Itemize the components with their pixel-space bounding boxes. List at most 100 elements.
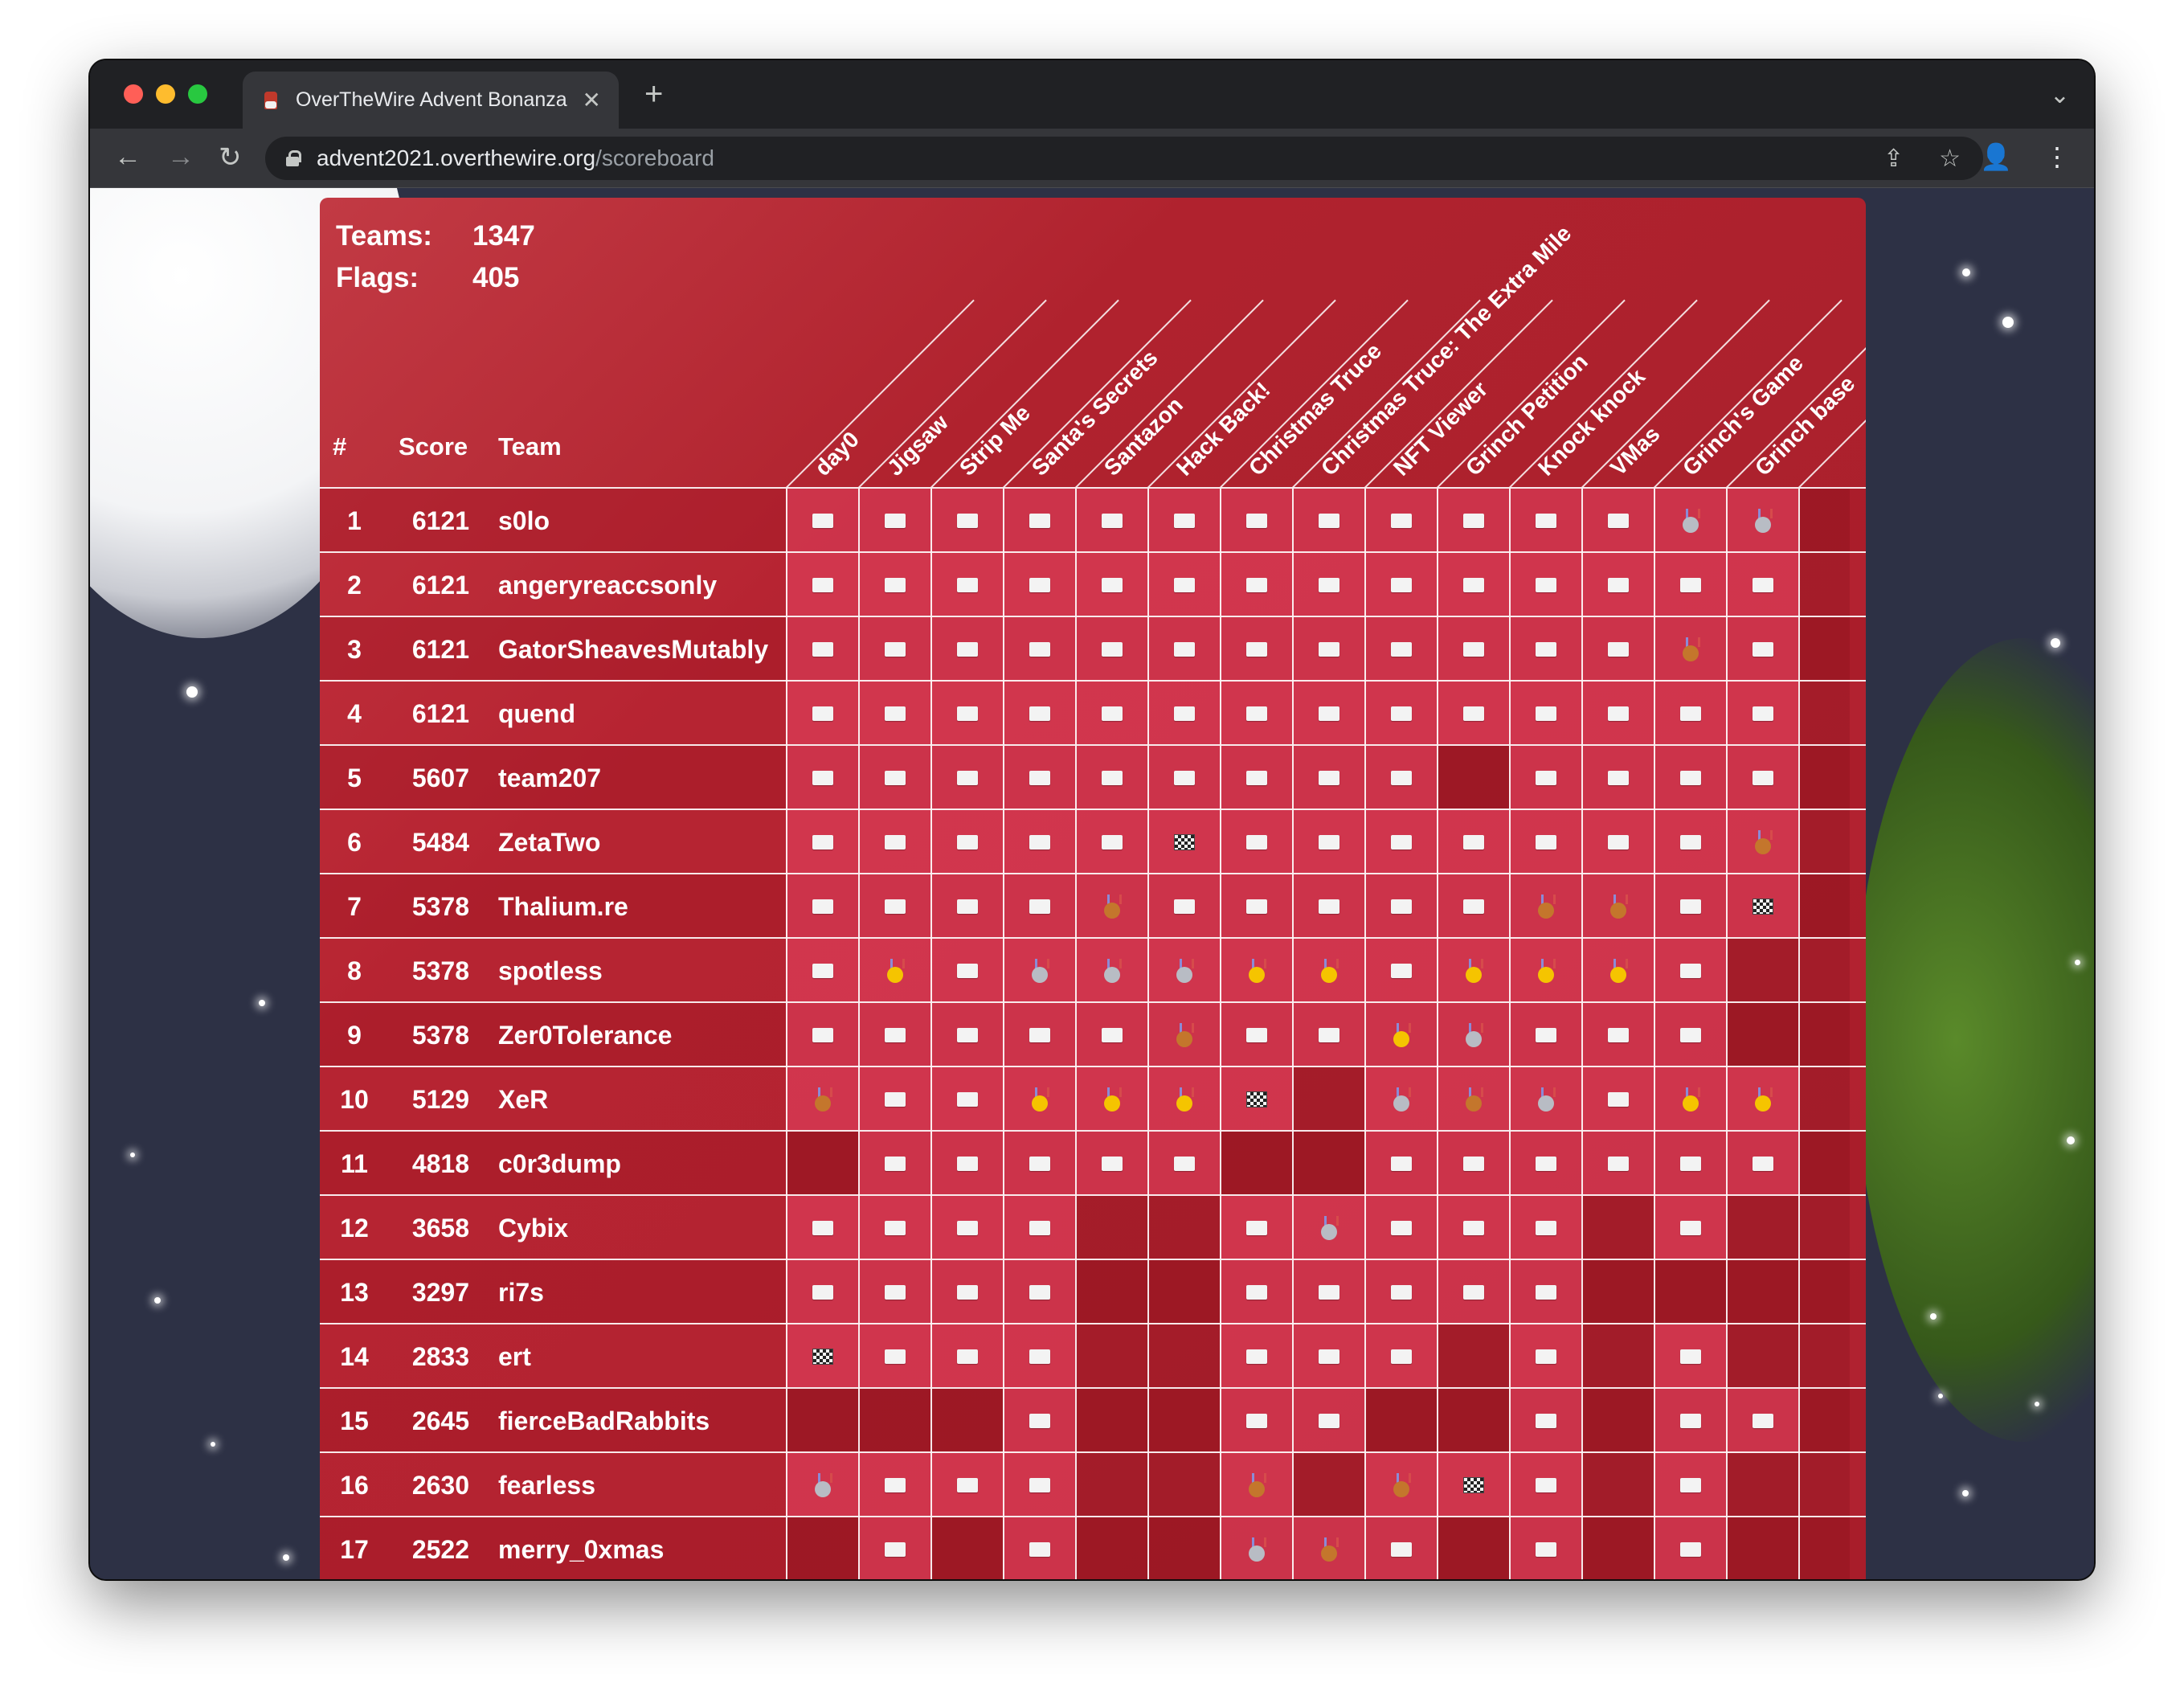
silver-medal-icon [1466,1023,1482,1047]
gold-medal-icon [1249,959,1265,983]
white-flag-icon [1174,899,1195,914]
white-flag-icon [957,1285,978,1300]
challenge-cell [1220,1196,1292,1260]
challenge-cell [858,810,930,874]
silver-medal-icon [1176,959,1192,983]
challenge-cell [786,1260,858,1324]
challenge-cell [1147,1324,1220,1389]
team-name-link[interactable]: fearless [498,1471,595,1500]
new-tab-button[interactable]: + [644,76,664,112]
white-flag-icon [1680,1157,1701,1171]
challenge-cell [858,1260,930,1324]
challenge-cell [1292,810,1364,874]
challenge-cell [858,1389,930,1453]
team-name-link[interactable]: fierceBadRabbits [498,1406,710,1435]
challenge-cell [1726,874,1798,939]
white-flag-icon [1102,642,1123,657]
white-flag-icon [1319,706,1339,721]
challenge-cell [1509,1003,1581,1067]
challenge-cell [1075,746,1147,810]
challenge-cell [1726,746,1798,810]
minimize-window-button[interactable] [156,84,175,104]
white-flag-icon [1391,1542,1412,1557]
white-flag-icon [1319,1349,1339,1364]
tab-search-chevron-icon[interactable]: ⌄ [2049,82,2070,108]
challenge-header-label[interactable]: day0 [810,426,865,481]
challenge-header-label[interactable]: Strip Me [955,399,1036,481]
challenge-cell [1003,874,1075,939]
team-name-link[interactable]: merry_0xmas [498,1535,665,1564]
maximize-window-button[interactable] [188,84,207,104]
challenge-cell [786,682,858,746]
team-name-link[interactable]: GatorSheavesMutably [498,635,769,664]
challenge-cell [930,1003,1003,1067]
browser-menu-icon[interactable]: ⋮ [2044,142,2070,171]
challenge-cell [786,874,858,939]
challenge-cell [1147,874,1220,939]
silver-medal-icon [1755,509,1771,533]
challenge-header-label[interactable]: VMas [1605,421,1665,481]
white-flag-icon [1536,1221,1556,1235]
close-window-button[interactable] [124,84,143,104]
challenge-cell [1364,1196,1437,1260]
challenge-cell [1581,1196,1654,1260]
challenge-cell [1075,1389,1147,1453]
team-rank: 17 [340,1535,369,1564]
reload-icon[interactable]: ↻ [219,142,242,173]
bookmark-star-icon[interactable]: ☆ [1939,145,1961,172]
challenge-cell [1581,1132,1654,1196]
team-name-link[interactable]: spotless [498,956,603,985]
challenge-header-label[interactable]: Jigsaw [882,409,953,481]
tab-title: OverTheWire Advent Bonanza ( [296,88,571,111]
challenge-header-label[interactable]: Santa's Secrets [1027,345,1163,481]
profile-icon[interactable]: 👤 [1980,142,2012,171]
white-flag-icon [1536,1414,1556,1428]
challenge-cell [1364,553,1437,617]
challenge-header-label[interactable]: Grinch Petition [1461,349,1593,481]
white-flag-icon [1680,1542,1701,1557]
team-name-link[interactable]: Cybix [498,1214,569,1243]
tab-close-icon[interactable]: ✕ [582,88,601,113]
team-name-link[interactable]: Zer0Tolerance [498,1021,673,1050]
table-row: 12 3658 Cybix [320,1194,1866,1260]
challenge-cell [1581,1453,1654,1517]
share-icon[interactable]: ⇪ [1883,145,1904,172]
forward-arrow-icon[interactable]: → [167,141,194,172]
snowflake [186,686,198,698]
challenge-cell [1654,939,1726,1003]
team-name-link[interactable]: XeR [498,1085,549,1114]
back-arrow-icon[interactable]: ← [114,141,141,172]
challenge-cell [1292,746,1364,810]
team-name-link[interactable]: Thalium.re [498,892,628,921]
team-rank: 4 [347,699,362,728]
team-rank: 3 [347,635,362,664]
active-tab[interactable]: OverTheWire Advent Bonanza ( ✕ [243,72,619,129]
challenge-cell [1726,1324,1798,1389]
lock-icon[interactable] [286,150,301,166]
url-path: /scoreboard [595,145,714,170]
challenge-cell [1147,617,1220,682]
white-flag-icon [1246,514,1267,528]
challenge-cell [930,746,1003,810]
team-name-link[interactable]: c0r3dump [498,1149,621,1178]
challenge-cell [1437,682,1509,746]
team-name-link[interactable]: ert [498,1342,531,1371]
challenge-cell [1147,810,1220,874]
team-name-link[interactable]: s0lo [498,506,550,535]
white-flag-icon [957,1028,978,1042]
white-flag-icon [1753,642,1773,657]
white-flag-icon [1319,899,1339,914]
white-flag-icon [1102,514,1123,528]
team-name-link[interactable]: ZetaTwo [498,828,601,857]
challenge-cell [1292,489,1364,553]
team-rank: 12 [340,1214,369,1243]
silver-medal-icon [1104,959,1120,983]
team-name-link[interactable]: team207 [498,764,602,792]
white-flag-icon [957,514,978,528]
challenge-header-label[interactable]: Christmas Truce [1244,338,1387,481]
challenge-cell [1220,1453,1292,1517]
address-bar[interactable]: advent2021.overthewire.org/scoreboard ⇪ … [265,137,1983,180]
team-name-link[interactable]: ri7s [498,1278,544,1307]
team-name-link[interactable]: quend [498,699,575,728]
team-name-link[interactable]: angeryreaccsonly [498,571,718,600]
